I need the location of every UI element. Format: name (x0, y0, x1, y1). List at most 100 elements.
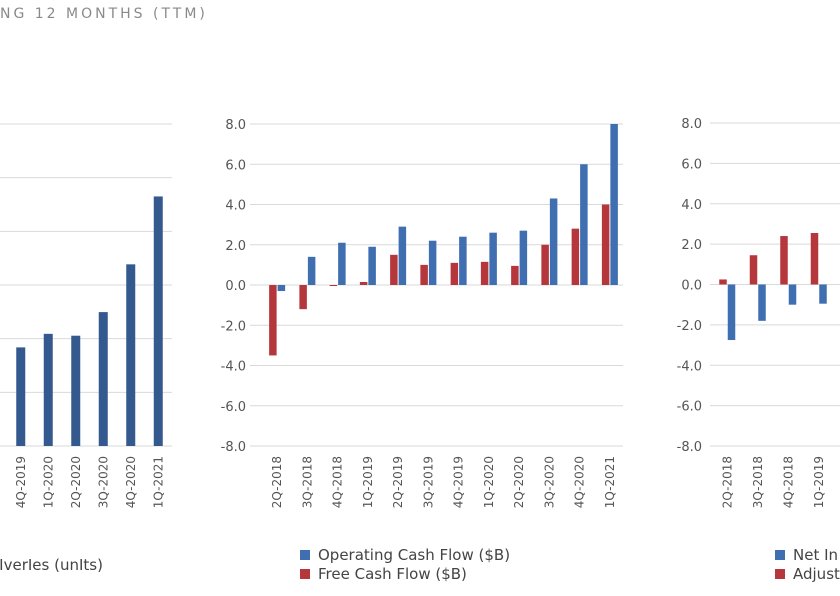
bar-operating-cash-flow-b-2q-2020 (519, 230, 528, 285)
x-tick-label: 2Q-2018 (720, 456, 734, 508)
bar-operating-cash-flow-b-3q-2019 (428, 240, 437, 285)
deliveries-legend: lIverIes (unIts) (0, 555, 103, 574)
x-tick-label: 1Q-2021 (151, 456, 165, 508)
chart-3: 8.0 6.0 4.0 2.0 0.0 -2.0 -4.0 -6.0 -8.0 2Q-2018 3Q… (677, 117, 840, 508)
x-tick-label: 1Q-2019 (812, 456, 826, 508)
bar-operating-cash-flow-b-3q-2018 (307, 256, 316, 285)
bar-operating-cash-flow-b-3q-2020 (549, 198, 558, 285)
y-tick-label: -4.0 (221, 360, 246, 375)
y-tick-label: 4.0 (681, 198, 702, 213)
bar-free-cash-flow-b-1q-2019 (359, 281, 368, 285)
legend-item-operating-cash-flow: Operating Cash Flow ($B) (300, 545, 510, 564)
x-tick-label: 2Q-2020 (512, 456, 526, 508)
bar-free-cash-flow-b-4q-2018 (329, 285, 338, 287)
legend-item-net-income: Net In (775, 545, 840, 564)
y-tick-label: 0.0 (681, 279, 702, 294)
y-tick-label: 2.0 (681, 238, 702, 253)
legend-label-operating-cash-flow: Operating Cash Flow ($B) (318, 545, 511, 564)
bar-deliveries-units-1q-2021 (153, 196, 163, 446)
x-tick-label: 3Q-2018 (300, 456, 314, 508)
legend-label-adjusted: Adjust (793, 564, 840, 583)
bar-series-1-4q-2018 (788, 284, 797, 305)
legend-label-net-income: Net In (793, 545, 839, 564)
bar-deliveries-units-1q-2020 (43, 333, 53, 446)
bar-series-1-2q-2018 (727, 284, 736, 341)
x-tick-label: 3Q-2020 (542, 456, 556, 508)
x-tick-label: 1Q-2020 (41, 456, 55, 508)
y-tick-label: 0.0 (225, 279, 246, 294)
chart-2: 8.0 6.0 4.0 2.0 0.0 -2.0 -4.0 -6.0 -8.0 2Q-2018 3Q… (221, 118, 623, 508)
x-tick-label: 2Q-2020 (69, 456, 83, 508)
bar-deliveries-units-2q-2020 (71, 335, 81, 446)
x-tick-label: 3Q-2018 (751, 456, 765, 508)
legend-item-adjusted: Adjust (775, 564, 840, 583)
y-tick-label: -8.0 (677, 440, 702, 455)
bar-series-2-2q-2018 (719, 279, 727, 285)
x-tick-label: 2Q-2019 (391, 456, 405, 508)
bar-operating-cash-flow-b-2q-2018 (277, 285, 286, 292)
legend-swatch-free-cash-flow (300, 568, 310, 579)
earnings-legend: Net In Adjust (775, 545, 840, 583)
bar-operating-cash-flow-b-4q-2018 (338, 242, 346, 285)
bar-operating-cash-flow-b-1q-2020 (489, 232, 497, 285)
y-tick-label: 4.0 (225, 199, 246, 214)
bar-operating-cash-flow-b-1q-2019 (368, 246, 376, 285)
y-tick-label: -2.0 (221, 319, 246, 334)
y-tick-label: -6.0 (221, 400, 246, 415)
bar-series-1-3q-2018 (758, 284, 766, 321)
y-tick-label: 6.0 (681, 157, 702, 172)
x-tick-label: 2Q-2018 (270, 456, 284, 508)
bar-deliveries-units-3q-2020 (98, 312, 108, 446)
bar-series-2-3q-2018 (749, 255, 758, 285)
legend-swatch-net-income (775, 549, 785, 560)
bar-deliveries-units-4q-2020 (126, 264, 136, 446)
bar-operating-cash-flow-b-4q-2020 (580, 164, 588, 285)
y-tick-label: -8.0 (221, 440, 246, 455)
legend-item-free-cash-flow: Free Cash Flow ($B) (300, 564, 510, 583)
x-tick-label: 4Q-2018 (781, 456, 795, 508)
bar-free-cash-flow-b-3q-2020 (541, 244, 549, 285)
x-tick-label: 1Q-2021 (603, 456, 617, 508)
x-tick-label: 4Q-2019 (14, 456, 28, 508)
bar-operating-cash-flow-b-4q-2019 (459, 236, 467, 285)
bar-free-cash-flow-b-1q-2021 (601, 204, 610, 285)
y-tick-label: -4.0 (677, 359, 702, 374)
legend-swatch-operating-cash-flow (300, 549, 310, 560)
legend-label-deliveries: lIverIes (unIts) (0, 555, 103, 574)
page-title: NG 12 MONTHS (TTM) (0, 6, 208, 22)
x-tick-label: 3Q-2019 (421, 456, 435, 508)
bar-series-1-1q-2019 (819, 284, 827, 304)
bar-series-2-1q-2019 (810, 233, 819, 285)
bar-free-cash-flow-b-4q-2020 (571, 228, 580, 285)
bar-free-cash-flow-b-4q-2019 (450, 262, 459, 285)
x-tick-label: 1Q-2019 (361, 456, 375, 508)
legend-item-deliveries: lIverIes (unIts) (0, 555, 103, 574)
y-tick-label: 8.0 (225, 118, 246, 133)
legend-swatch-adjusted (775, 568, 785, 579)
y-tick-label: 8.0 (681, 117, 702, 132)
y-tick-label: 2.0 (225, 239, 246, 254)
bar-operating-cash-flow-b-2q-2019 (398, 226, 407, 285)
x-tick-label: 4Q-2020 (573, 456, 587, 508)
x-tick-label: 4Q-2019 (452, 456, 466, 508)
x-tick-label: 1Q-2020 (482, 456, 496, 508)
x-tick-label: 3Q-2020 (96, 456, 110, 508)
bar-free-cash-flow-b-1q-2020 (480, 261, 489, 285)
bar-free-cash-flow-b-3q-2018 (299, 285, 307, 310)
y-tick-label: -6.0 (677, 400, 702, 415)
cash-flow-legend: Operating Cash Flow ($B) Free Cash Flow … (300, 545, 510, 583)
bar-free-cash-flow-b-2q-2019 (390, 254, 398, 285)
x-tick-label: 4Q-2018 (331, 456, 345, 508)
bar-operating-cash-flow-b-1q-2021 (610, 124, 618, 285)
bar-free-cash-flow-b-2q-2018 (269, 285, 277, 356)
y-tick-label: -2.0 (677, 319, 702, 334)
chart-1: 4Q-2019 1Q-2020 2Q-2020 3Q-2020 4Q-2020 1Q-20… (0, 123, 172, 508)
bar-free-cash-flow-b-3q-2019 (420, 264, 428, 285)
legend-label-free-cash-flow: Free Cash Flow ($B) (318, 564, 467, 583)
y-tick-label: 6.0 (225, 158, 246, 173)
bar-deliveries-units-4q-2019 (16, 347, 26, 446)
x-tick-label: 4Q-2020 (124, 456, 138, 508)
bar-series-2-4q-2018 (780, 236, 788, 285)
